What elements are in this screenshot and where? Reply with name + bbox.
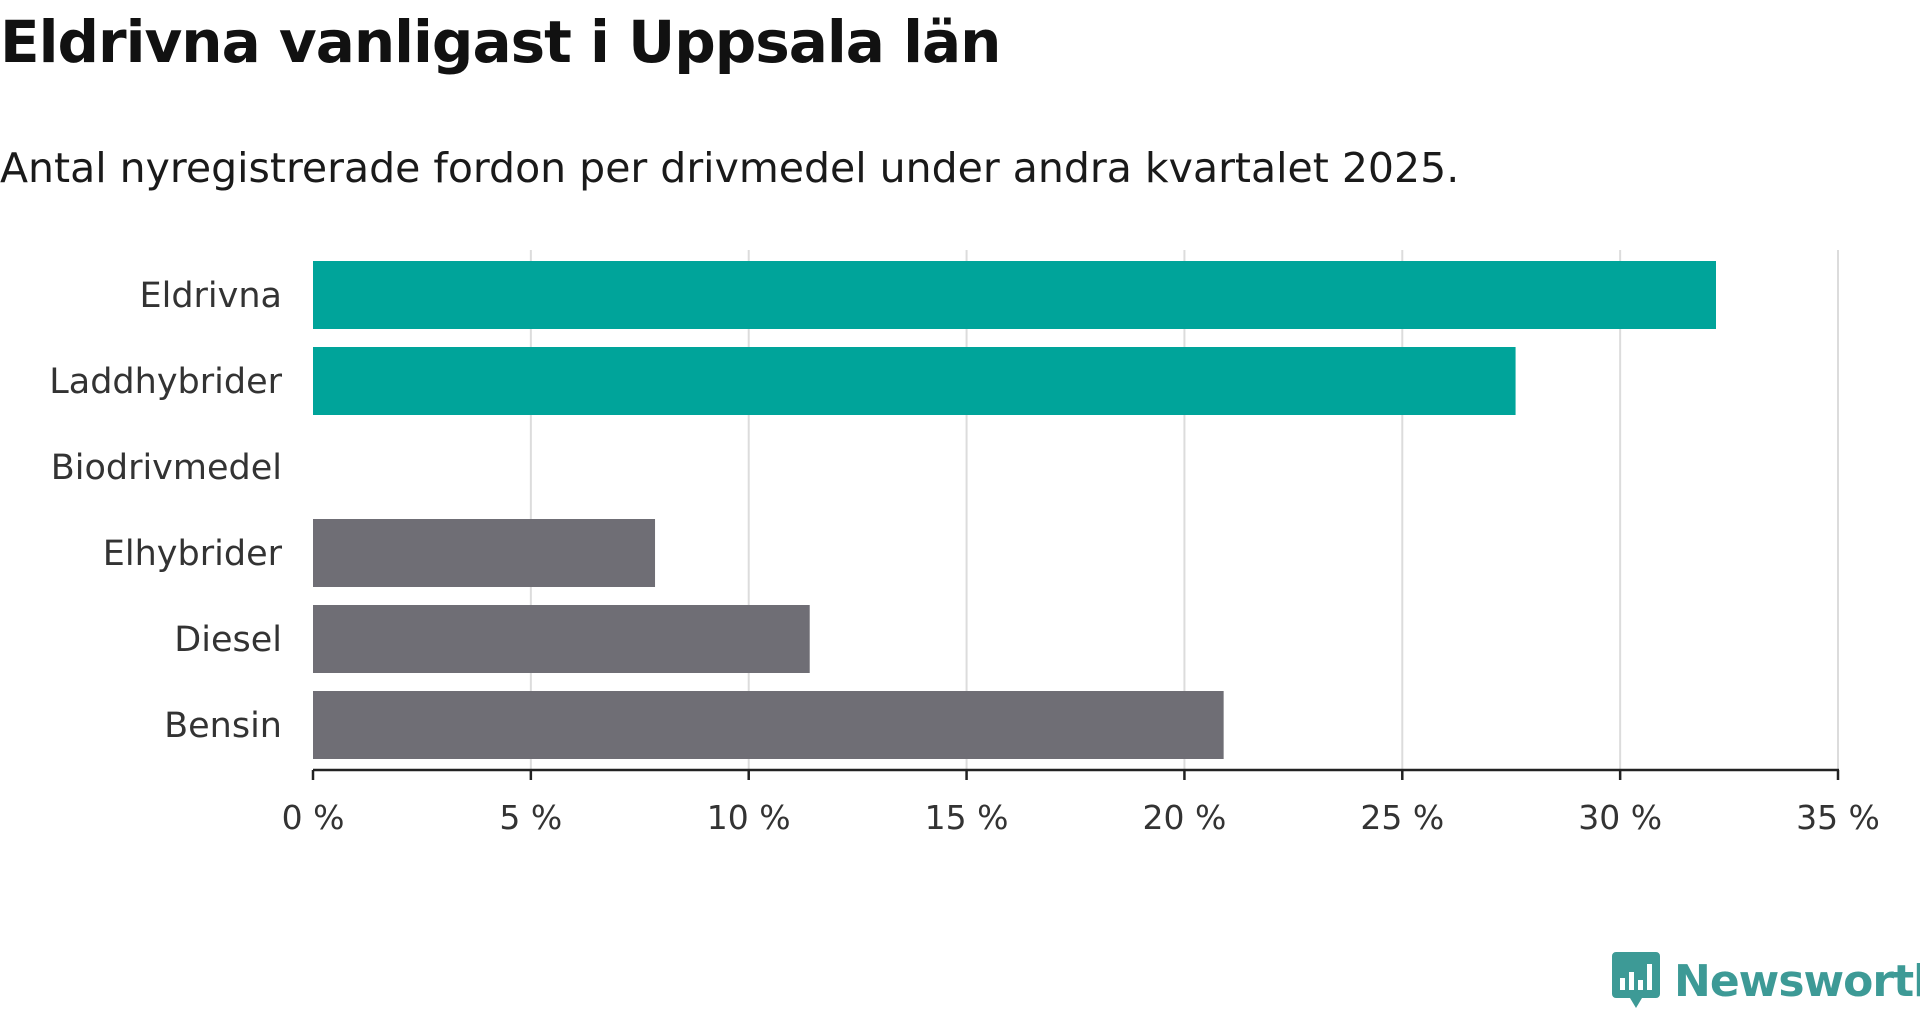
category-label: Bensin (164, 706, 282, 746)
bar-bensin (313, 691, 1224, 759)
bars (313, 261, 1716, 759)
x-tick-label: 25 % (1360, 798, 1444, 837)
brand-logo: Newsworthy (1612, 950, 1920, 1012)
bar-elhybrider (313, 519, 656, 587)
chart-subtitle: Antal nyregistrerade fordon per drivmede… (0, 144, 1460, 192)
x-tick-label: 35 % (1796, 798, 1880, 837)
brand-name: Newsworthy (1674, 955, 1920, 1007)
chart-title: Eldrivna vanligast i Uppsala län (0, 8, 1001, 76)
category-label: Eldrivna (139, 276, 282, 316)
category-label: Diesel (174, 620, 282, 660)
x-tick-label: 10 % (707, 798, 791, 837)
gridlines (529, 250, 1839, 770)
x-tick-label: 20 % (1143, 798, 1227, 837)
x-tick-label: 15 % (925, 798, 1009, 837)
x-axis: 0 % 5 % 10 % 15 % 20 % 25 % 30 % 35 % (282, 768, 1880, 837)
bar-laddhybrider (313, 347, 1516, 415)
category-label: Elhybrider (103, 534, 283, 574)
newsworthy-logo-icon (1612, 952, 1660, 1008)
category-label: Biodrivmedel (51, 448, 282, 488)
bar-diesel (313, 605, 810, 673)
x-tick-label: 30 % (1578, 798, 1662, 837)
x-tick-label: 5 % (499, 798, 562, 837)
bar-eldrivna (313, 261, 1716, 329)
x-tick-label: 0 % (282, 798, 345, 837)
category-label: Laddhybrider (49, 362, 282, 402)
category-labels: Eldrivna Laddhybrider Biodrivmedel Elhybrid… (49, 276, 282, 746)
